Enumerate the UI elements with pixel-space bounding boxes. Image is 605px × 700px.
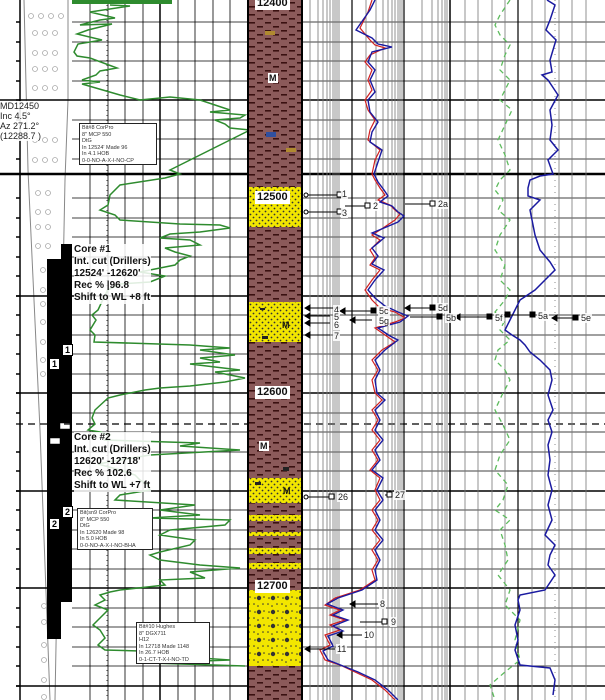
sample-marker-label: 2a [437,199,450,209]
sample-marker-label: 4 [333,305,341,315]
bit-info-box: Bit(sn9 CorPro 8" MCP 550 DtG In 12620 M… [77,508,153,550]
lithology-symbol: M [259,441,269,451]
bit-info-box: Bit#10 Hughes 8" DGX711 H12 In 12718 Mad… [136,622,210,664]
sample-marker-label: 5d [437,303,450,313]
sample-marker-label: 5f [494,313,504,323]
sample-marker-label: 3 [341,208,349,218]
neutron-curve [504,0,560,696]
gamma-ray-curve [73,4,253,667]
core-shift: Shift to WL +7 ft [74,480,151,491]
sample-marker-label: 10 [363,630,376,640]
survey-inclination: Inc 4.5° [0,111,31,121]
sample-marker-label: 5g [378,316,391,326]
sample-marker-label: 8 [379,599,387,609]
lithology-track [247,0,303,700]
porosity-curve [489,0,521,700]
depth-label-12400: 12400 [255,0,290,10]
core-number-badge: 1 [49,358,60,370]
depth-label-12700: 12700 [255,580,290,593]
core-recovery: Rec % |96.8 [74,280,130,291]
core-number-badge: 2 [49,518,60,530]
survey-md: MD12450 [0,101,40,111]
core-title: Core #2 [74,432,111,443]
sample-marker-label: 5c [378,306,390,316]
core-number-badge: 1 [62,344,73,356]
core-shift: Shift to WL +8 ft [74,292,151,303]
sample-marker-label: 27 [394,490,407,500]
lithology-symbol: M [282,320,290,330]
core-int-cut: Int. cut (Drillers) [74,256,151,267]
depth-label-12600: 12600 [255,386,290,399]
sample-marker-label: 26 [337,492,350,502]
sample-marker-label: 11 [336,644,348,654]
core-int-cut: Int. cut (Drillers) [74,444,151,455]
core-number-badge: 2 [62,506,73,518]
core-recovery: Rec % 102.6 [74,468,132,479]
sample-marker-label: 5 [333,312,341,322]
survey-azimuth: Az 271.2° [0,121,40,131]
lithology-symbol: M [268,73,278,83]
sample-markers [303,191,579,653]
core-2-info: Core #2 Int. cut (Drillers) 12620' -1271… [74,432,151,492]
core-interval: 12620' -12718' [74,456,141,467]
sample-marker-label: 5e [580,313,593,323]
porosity-track [464,0,587,700]
resistivity-track [309,0,451,700]
sample-marker-label: 9 [390,617,398,627]
resistivity-shallow-curve [319,0,407,700]
sample-marker-label: 5a [537,311,550,321]
survey-info: MD12450 Inc 4.5° Az 271.2° (12288.7 ) [0,101,42,141]
bit-info-box: Bit#8 CorPro 8" MCP 550 DtG In 12524' Ma… [79,123,157,165]
sample-marker-label: 5b [445,313,458,323]
core-interval: 12524' -12620' [74,268,141,279]
resistivity-deep-curve [322,0,410,700]
lithology-symbol: M [283,486,291,496]
sample-marker-label: 2 [372,201,380,211]
sample-marker-label: 1 [341,189,349,199]
sample-marker-label: 7 [333,331,341,341]
core-1-info: Core #1 Int. cut (Drillers) 12524' -1262… [74,244,151,304]
wellbore-track [16,0,72,700]
sample-marker-label: 6 [333,320,341,330]
depth-label-12500: 12500 [255,191,290,204]
survey-tvd: (12288.7 ) [0,131,42,141]
core-title: Core #1 [74,244,111,255]
gamma-ray-track [72,0,248,700]
